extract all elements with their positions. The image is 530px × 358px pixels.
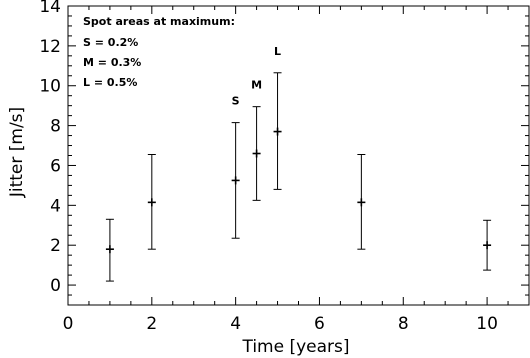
annotation-line-s: S = 0.2% — [83, 36, 138, 49]
axis-ticks: 0 2 4 6 8 10 0 2 4 6 8 10 12 14 — [39, 0, 530, 334]
y-tick-label: 6 — [50, 156, 61, 176]
y-tick-label: 0 — [50, 276, 61, 296]
annotation-line-l: L = 0.5% — [83, 76, 137, 89]
y-tick-label: 14 — [39, 0, 61, 17]
x-tick-label: 0 — [63, 314, 74, 334]
annotation-heading: Spot areas at maximum: — [83, 15, 235, 28]
x-axis-label: Time [years] — [241, 337, 349, 357]
point-label: S — [232, 95, 240, 108]
x-tick-label: 2 — [146, 314, 157, 334]
data-series: SM L — [105, 45, 492, 282]
point-label: M — [251, 79, 262, 92]
annotation-line-m: M = 0.3% — [83, 56, 141, 69]
x-tick-label: 10 — [476, 314, 498, 334]
plot-frame — [67, 5, 530, 306]
y-tick-label: 2 — [50, 236, 61, 256]
y-tick-label: 10 — [39, 77, 61, 97]
x-tick-label: 6 — [314, 314, 325, 334]
point-label: L — [274, 45, 281, 58]
y-tick-label: 12 — [39, 37, 61, 57]
y-axis-label: Jitter [m/s] — [7, 107, 27, 198]
y-tick-label: 4 — [50, 196, 61, 216]
axes — [67, 5, 530, 306]
y-tick-label: 8 — [50, 117, 61, 137]
annotations: Spot areas at maximum: S = 0.2% M = 0.3%… — [83, 15, 235, 89]
x-tick-label: 4 — [230, 314, 241, 334]
x-tick-label: 8 — [398, 314, 409, 334]
